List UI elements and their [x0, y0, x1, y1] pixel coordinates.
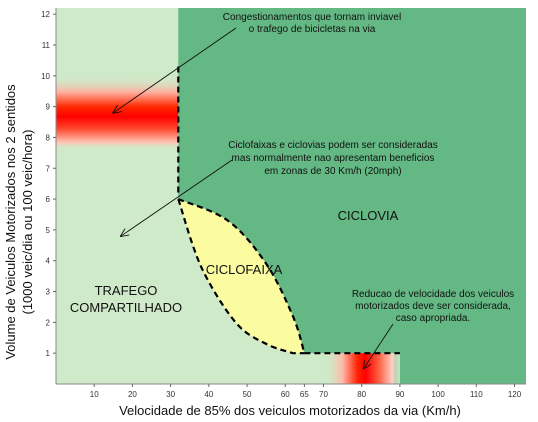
region-label-ciclofaixa: CICLOFAIXA [206, 262, 283, 277]
speed-hotspot [323, 353, 400, 384]
annotation-congestionamento: Congestionamentos que tornam inviavel o … [113, 12, 401, 113]
region-ciclofaixa [178, 199, 305, 354]
y-tick-label: 8 [46, 133, 51, 142]
y-tick-label: 11 [42, 41, 51, 50]
plot-area [55, 8, 526, 385]
x-tick-label: 50 [243, 390, 252, 399]
annotation-arrow [121, 159, 233, 236]
y-tick-label: 9 [46, 103, 51, 112]
x-tick-label: 90 [395, 390, 404, 399]
annotation-line: mas normalmente nao apresentam beneficio… [232, 153, 435, 164]
y-tick-label: 6 [46, 195, 51, 204]
ciclofaixa-outer-boundary [177, 198, 306, 354]
annotation-line: motorizados deve ser considerada, [355, 301, 511, 312]
x-tick-label: 10 [90, 390, 99, 399]
annotation-reducao-velocidade: Reducao de velocidade dos veiculos motor… [352, 289, 514, 369]
y-tick-label: 1 [46, 349, 51, 358]
y-tick-label: 12 [41, 10, 50, 19]
x-tick-label: 65 [300, 390, 309, 399]
x-tick-label: 120 [508, 390, 522, 399]
y-tick-label: 4 [46, 257, 51, 266]
x-axis-title: Velocidade de 85% dos veiculos motorizad… [119, 403, 461, 418]
region-label-compartilhado: COMPARTILHADO [70, 300, 182, 315]
x-tick-label: 80 [357, 390, 366, 399]
y-axis-subtitle: (1000 veic/dia ou 100 veic/hora) [20, 129, 35, 314]
x-tick-label: 60 [281, 390, 290, 399]
x-tick-label: 40 [204, 390, 213, 399]
annotation-line: em zonas de 30 Km/h (20mph) [264, 166, 401, 177]
annotation-arrow [364, 323, 394, 369]
y-tick-label: 2 [46, 318, 51, 327]
annotation-line: Congestionamentos que tornam inviavel [223, 12, 401, 23]
y-tick-label: 7 [46, 164, 51, 173]
annotation-line: Reducao de velocidade dos veiculos [352, 289, 514, 300]
annotation-line: caso apropriada. [396, 313, 471, 324]
region-label-trafego: TRAFEGO [95, 283, 158, 298]
congestion-hotspot [56, 75, 179, 150]
annotation-arrow [113, 27, 237, 113]
x-tick-label: 30 [166, 390, 175, 399]
x-tick-label: 20 [128, 390, 137, 399]
annotation-line: o trafego de bicicletas na via [249, 24, 376, 35]
y-tick-label: 5 [46, 226, 51, 235]
x-ticks: 10 20 30 40 50 60 65 70 80 90 100 110 120 [90, 384, 522, 399]
x-tick-label: 110 [470, 390, 483, 399]
y-tick-label: 3 [46, 288, 51, 297]
annotation-zona-30: Ciclofaixas e ciclovias podem ser consid… [121, 140, 438, 236]
region-ciclovia [178, 8, 526, 384]
x-tick-label: 70 [319, 390, 328, 399]
y-axis-title: Volume de Veiculos Motorizados nos 2 sen… [3, 84, 18, 360]
x-tick-label: 100 [431, 390, 445, 399]
y-tick-label: 10 [41, 72, 50, 81]
region-label-ciclovia: CICLOVIA [338, 208, 399, 223]
annotation-line: Ciclofaixas e ciclovias podem ser consid… [228, 140, 438, 151]
